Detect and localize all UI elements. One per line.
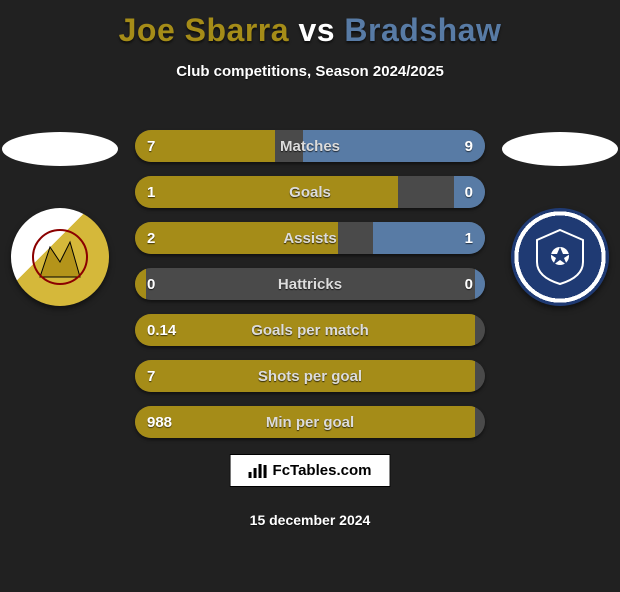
stat-row: 21Assists [135, 222, 485, 254]
stat-row: 7Shots per goal [135, 360, 485, 392]
stat-fill-left [135, 176, 398, 208]
stat-row: 0.14Goals per match [135, 314, 485, 346]
stat-row: 10Goals [135, 176, 485, 208]
player2-club-badge-icon [511, 208, 609, 306]
player1-club-badge-icon [11, 208, 109, 306]
player2-avatar [502, 132, 618, 166]
watermark-text: FcTables.com [273, 462, 372, 479]
fctables-logo-icon [249, 464, 267, 478]
stat-row: 00Hattricks [135, 268, 485, 300]
stat-value-left: 2 [147, 222, 155, 254]
stat-fill-left [135, 406, 475, 438]
stat-value-left: 7 [147, 130, 155, 162]
player1-avatar [2, 132, 118, 166]
right-side-column [500, 132, 620, 306]
player1-name: Joe Sbarra [119, 12, 289, 48]
stat-fill-left [135, 222, 338, 254]
stat-fill-left [135, 268, 146, 300]
stat-value-left: 1 [147, 176, 155, 208]
stat-value-right: 9 [465, 130, 473, 162]
left-side-column [0, 132, 120, 306]
stat-row: 988Min per goal [135, 406, 485, 438]
stat-fill-left [135, 314, 475, 346]
snapshot-date: 15 december 2024 [0, 512, 620, 528]
subtitle: Club competitions, Season 2024/2025 [0, 63, 620, 80]
comparison-title: Joe Sbarra vs Bradshaw [0, 12, 620, 49]
watermark-badge: FcTables.com [230, 454, 391, 487]
stat-value-left: 988 [147, 406, 172, 438]
stat-track [135, 268, 485, 300]
stat-value-left: 7 [147, 360, 155, 392]
vs-text: vs [298, 12, 335, 48]
stats-rows: 79Matches10Goals21Assists00Hattricks0.14… [135, 130, 485, 452]
stat-value-left: 0 [147, 268, 155, 300]
stat-fill-right [475, 268, 486, 300]
player2-name: Bradshaw [344, 12, 501, 48]
stat-value-right: 0 [465, 176, 473, 208]
stat-value-right: 1 [465, 222, 473, 254]
stat-row: 79Matches [135, 130, 485, 162]
stat-fill-right [303, 130, 485, 162]
stat-value-right: 0 [465, 268, 473, 300]
stat-value-left: 0.14 [147, 314, 176, 346]
stat-fill-left [135, 130, 275, 162]
stat-fill-left [135, 360, 475, 392]
